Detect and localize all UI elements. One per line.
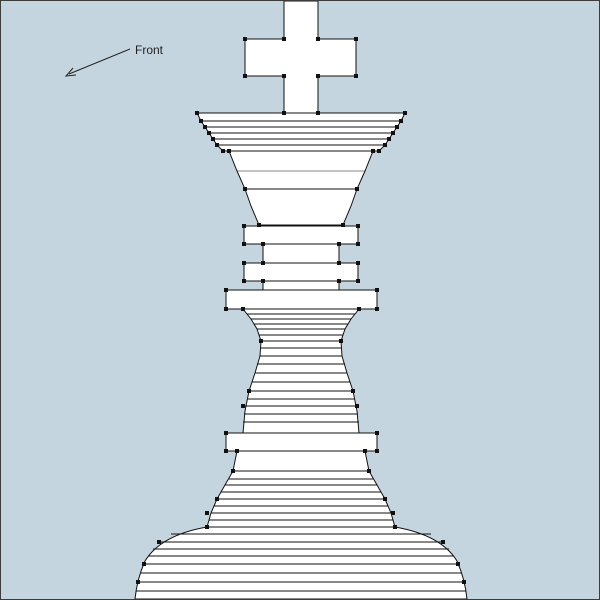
crown-rim-part[interactable] [196, 112, 406, 152]
crown-cup-part[interactable] [228, 150, 374, 226]
vertex-marker[interactable] [215, 143, 219, 147]
vertex-marker[interactable] [221, 149, 225, 153]
vertex-marker[interactable] [207, 131, 211, 135]
middle-collar-part[interactable] [225, 289, 378, 310]
base-dome-part[interactable] [134, 526, 468, 599]
vertex-marker[interactable] [224, 288, 228, 292]
vertex-marker[interactable] [367, 469, 371, 473]
vertex-marker[interactable] [243, 74, 247, 78]
view-label: Front [135, 43, 164, 57]
vertex-marker[interactable] [357, 307, 361, 311]
vertex-marker[interactable] [227, 149, 231, 153]
vertex-marker[interactable] [356, 242, 360, 246]
vertex-marker[interactable] [241, 404, 245, 408]
vertex-markers[interactable] [136, 37, 466, 584]
vertex-marker[interactable] [157, 540, 161, 544]
vertex-marker[interactable] [142, 562, 146, 566]
body-flare-part[interactable] [206, 450, 396, 528]
vertex-marker[interactable] [203, 125, 207, 129]
vertex-marker[interactable] [375, 288, 379, 292]
vertex-marker[interactable] [377, 149, 381, 153]
vertex-marker[interactable] [383, 143, 387, 147]
vertex-marker[interactable] [354, 74, 358, 78]
vertex-marker[interactable] [241, 307, 245, 311]
vertex-marker[interactable] [257, 223, 261, 227]
lower-collar-part[interactable] [225, 432, 378, 452]
vertex-marker[interactable] [337, 261, 341, 265]
vertex-marker[interactable] [441, 540, 445, 544]
vertex-marker[interactable] [399, 119, 403, 123]
vertex-marker[interactable] [242, 224, 246, 228]
vertex-marker[interactable] [375, 449, 379, 453]
vertex-marker[interactable] [205, 511, 209, 515]
vertex-marker[interactable] [383, 497, 387, 501]
vertex-marker[interactable] [243, 37, 247, 41]
vertex-marker[interactable] [351, 389, 355, 393]
vertex-marker[interactable] [375, 431, 379, 435]
vertex-marker[interactable] [341, 223, 345, 227]
vertex-marker[interactable] [243, 187, 247, 191]
view-direction-arrow [68, 48, 131, 75]
vertex-marker[interactable] [403, 111, 407, 115]
vertex-marker[interactable] [363, 449, 367, 453]
vertex-marker[interactable] [261, 279, 265, 283]
vertex-marker[interactable] [211, 137, 215, 141]
cross-part[interactable] [244, 1, 357, 114]
vertex-marker[interactable] [136, 580, 140, 584]
vertex-marker[interactable] [375, 307, 379, 311]
vertex-marker[interactable] [205, 525, 209, 529]
vertex-marker[interactable] [391, 511, 395, 515]
vertex-marker[interactable] [387, 137, 391, 141]
waist-part[interactable] [241, 308, 361, 434]
vertex-marker[interactable] [261, 242, 265, 246]
vertex-marker[interactable] [337, 279, 341, 283]
vertex-marker[interactable] [215, 497, 219, 501]
vertex-marker[interactable] [242, 242, 246, 246]
vertex-marker[interactable] [355, 187, 359, 191]
vertex-marker[interactable] [391, 131, 395, 135]
vertex-marker[interactable] [261, 261, 265, 265]
vertex-marker[interactable] [242, 261, 246, 265]
vertex-marker[interactable] [316, 111, 320, 115]
vertex-marker[interactable] [195, 111, 199, 115]
vertex-marker[interactable] [456, 562, 460, 566]
vertex-marker[interactable] [224, 431, 228, 435]
vertex-marker[interactable] [371, 149, 375, 153]
vertex-marker[interactable] [316, 74, 320, 78]
vertex-marker[interactable] [259, 339, 263, 343]
vertex-marker[interactable] [354, 37, 358, 41]
vertex-marker[interactable] [462, 580, 466, 584]
view-direction-arrowhead [64, 67, 77, 77]
vertex-marker[interactable] [393, 525, 397, 529]
vertex-marker[interactable] [395, 125, 399, 129]
vertex-marker[interactable] [224, 449, 228, 453]
vertex-marker[interactable] [235, 449, 239, 453]
view-indicator [64, 48, 131, 77]
vertex-marker[interactable] [242, 279, 246, 283]
vertex-marker[interactable] [355, 404, 359, 408]
vertex-marker[interactable] [282, 37, 286, 41]
chess-king-model[interactable] [134, 1, 468, 599]
vertex-marker[interactable] [356, 261, 360, 265]
vertex-marker[interactable] [282, 111, 286, 115]
vertex-marker[interactable] [282, 74, 286, 78]
vertex-marker[interactable] [316, 37, 320, 41]
vertex-marker[interactable] [356, 224, 360, 228]
vertex-marker[interactable] [339, 339, 343, 343]
vertex-marker[interactable] [224, 307, 228, 311]
vertex-marker[interactable] [199, 119, 203, 123]
vertex-marker[interactable] [247, 389, 251, 393]
vertex-marker[interactable] [356, 279, 360, 283]
vertex-marker[interactable] [337, 242, 341, 246]
vertex-marker[interactable] [231, 469, 235, 473]
